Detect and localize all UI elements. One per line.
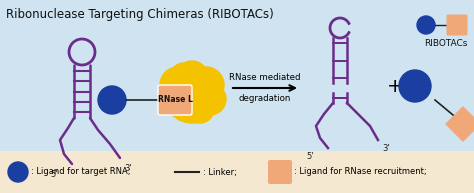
Circle shape xyxy=(8,162,28,182)
Text: 3': 3' xyxy=(382,144,390,153)
Text: RIBOTACs: RIBOTACs xyxy=(424,39,468,48)
Text: Ribonuclease Targeting Chimeras (RIBOTACs): Ribonuclease Targeting Chimeras (RIBOTAC… xyxy=(6,8,274,21)
Circle shape xyxy=(194,83,226,115)
Text: 5': 5' xyxy=(50,170,58,179)
Text: : Ligand for RNase recruitment;: : Ligand for RNase recruitment; xyxy=(294,168,427,177)
Circle shape xyxy=(176,61,208,93)
FancyBboxPatch shape xyxy=(268,160,292,184)
FancyBboxPatch shape xyxy=(158,85,192,115)
Circle shape xyxy=(170,63,198,91)
Circle shape xyxy=(164,67,220,123)
Polygon shape xyxy=(445,106,474,142)
Circle shape xyxy=(98,86,126,114)
Text: RNase L: RNase L xyxy=(157,96,192,104)
Circle shape xyxy=(417,16,435,34)
Circle shape xyxy=(186,95,214,123)
Text: 3': 3' xyxy=(124,164,132,173)
Text: : Ligand for target RNA;: : Ligand for target RNA; xyxy=(31,168,130,177)
Text: : Linker;: : Linker; xyxy=(203,168,237,177)
Circle shape xyxy=(188,67,224,103)
Circle shape xyxy=(158,83,190,115)
Text: RNase mediated: RNase mediated xyxy=(229,73,301,82)
Circle shape xyxy=(160,67,196,103)
Text: +: + xyxy=(387,76,403,96)
Circle shape xyxy=(399,70,431,102)
Text: 5': 5' xyxy=(306,152,314,161)
Text: degradation: degradation xyxy=(239,94,291,103)
FancyBboxPatch shape xyxy=(447,14,467,36)
Bar xyxy=(0,151,474,193)
